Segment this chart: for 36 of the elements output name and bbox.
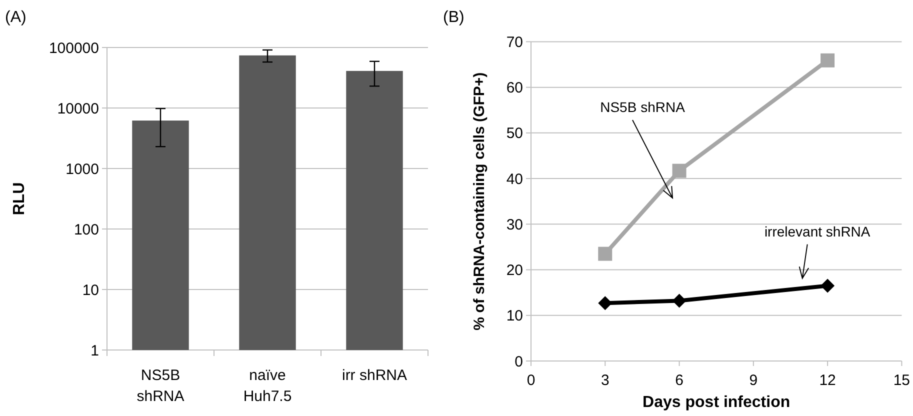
x-tick-label: 15: [893, 372, 910, 389]
y-tick-label: 1000: [66, 160, 99, 178]
y-tick-label: 50: [506, 125, 523, 142]
x-tick-label: NS5B shRNA: [136, 367, 184, 405]
chart-title: (A): [5, 9, 26, 26]
y-tick-label: 100: [74, 221, 99, 238]
y-axis-title: RLU: [11, 182, 28, 216]
point: [598, 296, 612, 310]
y-tick-label: 1: [90, 342, 99, 360]
y-tick-label: 10000: [57, 100, 99, 118]
point: [820, 53, 835, 68]
y-tick-label: 100000: [48, 40, 99, 57]
text: irrelevant shRNA: [764, 223, 871, 240]
y-tick-label: 30: [506, 216, 523, 234]
y-tick-label: 40: [506, 170, 523, 188]
x-tick-label: 12: [819, 372, 836, 389]
point: [598, 246, 612, 261]
x-tick-label: 9: [749, 372, 758, 389]
y-tick-label: 10: [82, 282, 99, 299]
y-tick-label: 0: [514, 353, 523, 370]
x-tick-label: 0: [526, 372, 536, 389]
y-tick-label: 60: [506, 80, 523, 97]
y-tick-label: 10: [506, 308, 523, 325]
x-axis-title: Days post infection: [642, 394, 790, 411]
point: [820, 278, 835, 293]
x-tick-label: naïve Huh7.5: [243, 367, 292, 405]
x-tick-label: 3: [600, 372, 610, 389]
text: NS5B shRNA: [600, 99, 686, 116]
y-tick-label: 70: [506, 34, 523, 51]
x-tick-label: irr shRNA: [342, 367, 408, 384]
point: [672, 164, 686, 178]
point: [672, 294, 686, 308]
y-axis-title: % of shRNA-containing cells (GFP+): [471, 72, 488, 330]
chart-title: (B): [443, 9, 464, 26]
y-tick-label: 20: [506, 262, 523, 280]
x-tick-label: 6: [675, 372, 684, 389]
